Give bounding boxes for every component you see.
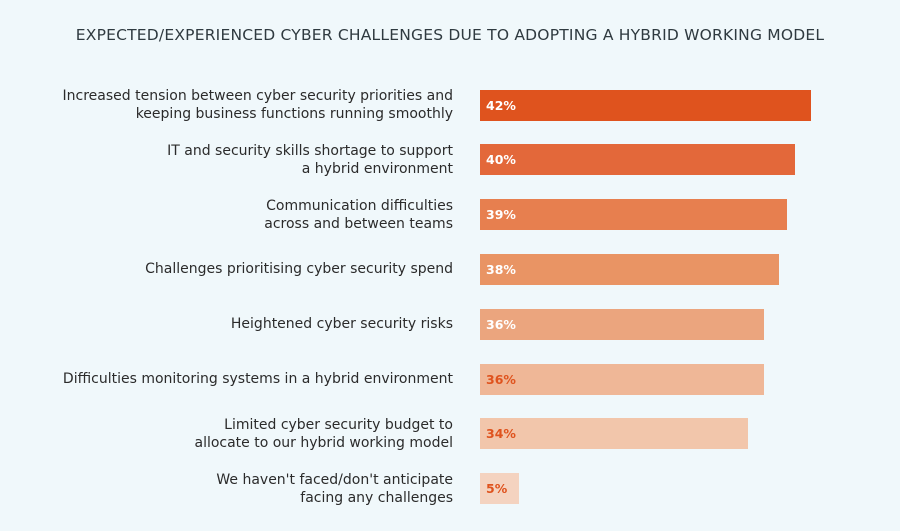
bar — [480, 253, 780, 285]
category-label: Challenges prioritising cyber security s… — [33, 260, 453, 278]
value-label: 5% — [486, 481, 508, 497]
category-label: IT and security skills shortage to suppo… — [33, 142, 453, 178]
value-label: 34% — [486, 426, 516, 442]
category-label-line: keeping business functions running smoot… — [135, 106, 453, 122]
category-label-line: Communication difficulties — [266, 197, 453, 214]
category-label-line: allocate to our hybrid working model — [194, 434, 453, 451]
category-label: Communication difficulties across and bet… — [33, 197, 453, 233]
bar — [480, 473, 520, 505]
value-label: 38% — [486, 261, 516, 277]
category-label-line: facing any challenges — [300, 489, 453, 506]
category-label-line: Challenges prioritising cyber security s… — [145, 261, 453, 278]
category-label-line: Heightened cyber security risks — [230, 316, 453, 333]
bar — [480, 144, 796, 176]
category-label: Heightened cyber security risks — [33, 315, 453, 333]
category-label-line: We haven't faced/don't anticipate — [216, 471, 453, 488]
category-label: Increased tension between cyber security… — [33, 87, 453, 123]
category-label: Limited cyber security budget to allocate… — [33, 416, 453, 452]
category-label-line: Difficulties monitoring systems in a hyb… — [62, 371, 453, 387]
category-label-line: across and between teams — [264, 215, 453, 232]
category-label-line: Limited cyber security budget to — [224, 416, 453, 433]
bar — [480, 89, 811, 121]
chart-title: EXPECTED/EXPERIENCED CYBER CHALLENGES DU… — [75, 26, 825, 44]
category-label-line: IT and security skills shortage to suppo… — [167, 142, 453, 159]
value-label: 36% — [486, 371, 516, 387]
value-label: 36% — [486, 316, 516, 332]
category-label: We haven't faced/don't anticipate facing … — [33, 471, 453, 507]
value-label: 39% — [486, 207, 516, 223]
category-label-line: a hybrid environment — [301, 160, 453, 177]
bar — [480, 308, 764, 340]
category-label-line: Increased tension between cyber security… — [62, 88, 453, 104]
value-label: 40% — [486, 152, 516, 168]
bar — [480, 418, 748, 450]
value-label: 42% — [486, 97, 516, 113]
category-label: Difficulties monitoring systems in a hyb… — [33, 370, 453, 388]
bar — [480, 199, 788, 231]
bar — [480, 363, 764, 395]
